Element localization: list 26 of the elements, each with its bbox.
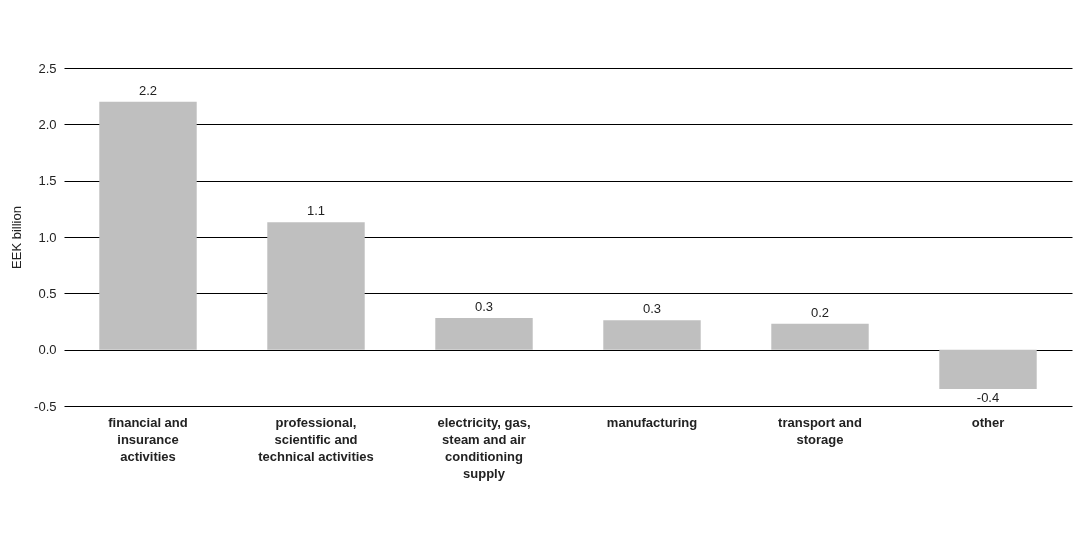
y-axis-title: EEK billion <box>9 206 25 269</box>
data-label: 0.3 <box>474 299 494 315</box>
y-tick-label: 0.5 <box>38 285 57 301</box>
data-label: 2.2 <box>138 82 158 98</box>
x-tick-label: manufacturing <box>606 414 698 430</box>
bar <box>603 320 701 350</box>
x-tick-label: professional, scientific and technical activities <box>258 414 374 464</box>
x-tick-label: financial and insurance activities <box>108 414 188 464</box>
bar <box>99 101 197 350</box>
y-tick-label: -0.5 <box>34 398 57 414</box>
x-tick-label: transport and storage <box>778 414 862 447</box>
bar <box>435 318 533 350</box>
data-label: -0.4 <box>976 390 1000 406</box>
x-tick-label: other <box>971 414 1005 430</box>
y-tick-label: 1.5 <box>38 173 57 189</box>
y-tick-label: 2.5 <box>38 60 57 76</box>
y-tick-label: 2.0 <box>38 116 57 132</box>
data-label: 0.3 <box>642 301 662 317</box>
data-label: 1.1 <box>306 203 326 219</box>
bar <box>771 323 869 350</box>
y-tick-label: 1.0 <box>38 229 57 245</box>
bar <box>267 222 365 350</box>
x-tick-label: electricity, gas, steam and air conditioning supply <box>437 414 531 481</box>
y-tick-label: 0.0 <box>38 342 57 358</box>
data-label: 0.2 <box>810 304 830 320</box>
bar <box>939 349 1037 390</box>
